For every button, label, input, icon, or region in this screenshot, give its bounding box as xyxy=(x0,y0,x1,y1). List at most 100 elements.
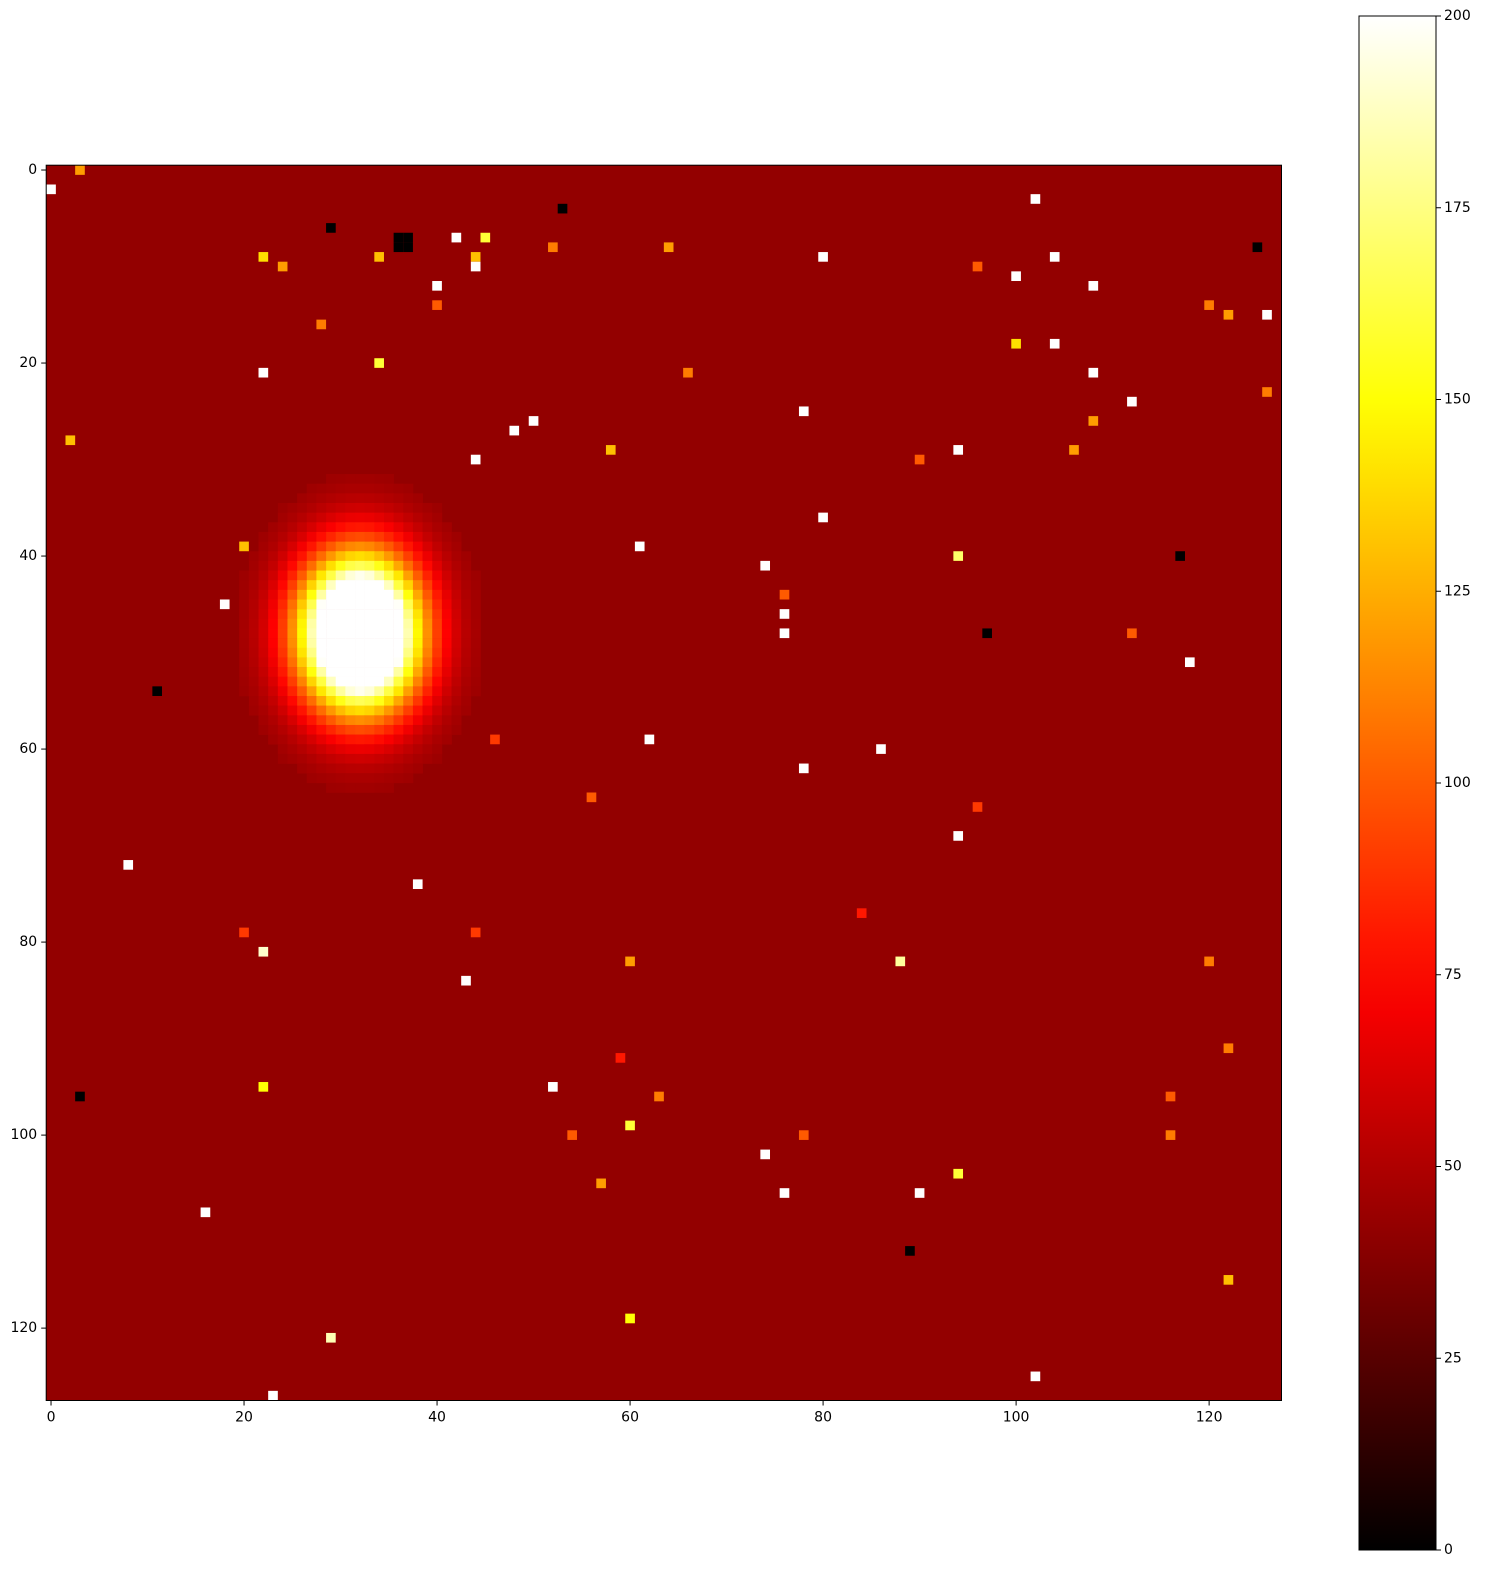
source-pixel xyxy=(364,773,375,784)
source-pixel xyxy=(326,589,337,600)
source-pixel xyxy=(306,676,317,687)
source-pixel xyxy=(441,734,452,745)
pixel xyxy=(605,445,616,455)
source-pixel xyxy=(297,599,308,610)
source-pixel xyxy=(355,695,365,706)
source-pixel xyxy=(374,763,385,774)
source-pixel xyxy=(383,512,394,523)
source-pixel xyxy=(258,531,269,542)
source-pixel xyxy=(345,734,356,745)
source-pixel xyxy=(306,580,317,591)
source-pixel xyxy=(364,474,375,484)
source-pixel xyxy=(451,667,462,677)
source-pixel xyxy=(326,773,337,784)
pixel xyxy=(654,1091,664,1102)
source-pixel xyxy=(297,734,308,745)
x-tick-label: 120 xyxy=(1196,1410,1223,1426)
source-pixel xyxy=(355,609,365,620)
source-pixel xyxy=(268,724,279,735)
source-pixel xyxy=(374,715,385,726)
source-pixel xyxy=(335,686,346,697)
source-pixel xyxy=(393,638,404,649)
source-pixel xyxy=(335,560,346,571)
source-pixel xyxy=(383,493,394,504)
source-pixel xyxy=(470,638,481,649)
source-pixel xyxy=(374,560,385,571)
source-pixel xyxy=(277,560,288,571)
source-pixel xyxy=(422,541,433,552)
source-pixel xyxy=(383,744,394,755)
source-pixel xyxy=(306,695,317,706)
source-pixel xyxy=(374,618,385,629)
pixel xyxy=(798,1130,809,1140)
source-pixel xyxy=(287,599,298,610)
source-pixel xyxy=(277,570,288,581)
source-pixel xyxy=(403,638,414,649)
image xyxy=(46,165,1282,1401)
source-pixel xyxy=(461,589,472,600)
source-pixel xyxy=(470,628,481,639)
pixel xyxy=(432,281,442,291)
pixel xyxy=(895,956,906,967)
source-pixel xyxy=(277,522,288,533)
source-pixel xyxy=(403,724,414,735)
pixel xyxy=(1030,194,1041,204)
source-pixel xyxy=(364,551,375,562)
pixel xyxy=(586,792,597,803)
source-pixel xyxy=(364,628,375,639)
source-pixel xyxy=(355,522,365,533)
source-pixel xyxy=(297,570,308,581)
source-pixel xyxy=(326,628,337,639)
source-pixel xyxy=(316,647,327,658)
source-pixel xyxy=(412,551,423,562)
source-pixel xyxy=(277,512,288,523)
y-tick-label: 40 xyxy=(19,548,37,564)
colorbar-tick-label: 125 xyxy=(1444,583,1471,599)
source-pixel xyxy=(432,551,443,562)
source-pixel xyxy=(374,522,385,533)
source-pixel xyxy=(383,570,394,581)
source-pixel xyxy=(268,551,279,562)
source-pixel xyxy=(306,686,317,697)
source-pixel xyxy=(316,676,327,687)
source-pixel xyxy=(412,715,423,726)
source-pixel xyxy=(364,609,375,620)
source-pixel xyxy=(374,531,385,542)
pixel xyxy=(403,232,413,243)
source-pixel xyxy=(374,580,385,591)
source-pixel xyxy=(374,570,385,581)
source-pixel xyxy=(345,522,356,533)
source-pixel xyxy=(345,744,356,755)
source-pixel xyxy=(277,531,288,542)
pixel xyxy=(451,232,462,243)
pixel xyxy=(953,445,964,455)
source-pixel xyxy=(374,647,385,658)
source-pixel xyxy=(422,638,433,649)
source-pixel xyxy=(316,715,327,726)
source-pixel xyxy=(451,657,462,668)
source-pixel xyxy=(441,580,452,591)
pixel xyxy=(200,1207,211,1218)
source-pixel xyxy=(306,744,317,755)
source-pixel xyxy=(287,580,298,591)
source-pixel xyxy=(364,657,375,668)
source-pixel xyxy=(403,753,414,764)
x-tick-label: 0 xyxy=(47,1410,56,1426)
source-pixel xyxy=(268,570,279,581)
source-pixel xyxy=(258,551,269,562)
source-pixel xyxy=(345,695,356,706)
pixel xyxy=(1011,338,1021,349)
source-pixel xyxy=(277,638,288,649)
source-pixel xyxy=(258,667,269,677)
source-pixel xyxy=(306,667,317,677)
source-pixel xyxy=(451,638,462,649)
source-pixel xyxy=(355,686,365,697)
source-pixel xyxy=(364,531,375,542)
pixel xyxy=(258,946,269,957)
source-pixel xyxy=(268,705,279,716)
source-pixel xyxy=(239,570,250,581)
source-pixel xyxy=(258,570,269,581)
source-pixel xyxy=(287,560,298,571)
source-pixel xyxy=(403,512,414,523)
